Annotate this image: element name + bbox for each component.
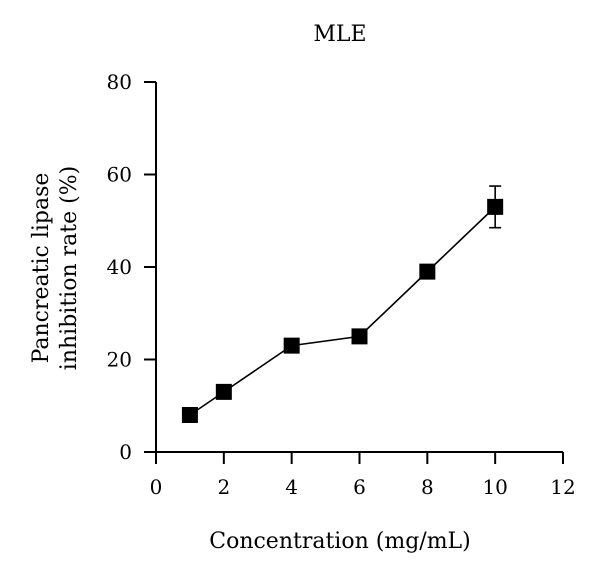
plot-area [181,185,504,423]
x-tick-label-1: 2 [217,475,230,499]
x-tick-label-4: 8 [421,475,434,499]
data-point-1 [215,383,232,400]
y-tick-label-2: 40 [107,255,132,279]
series-line-0 [189,206,496,416]
data-point-2 [283,337,300,354]
data-point-5 [487,198,504,215]
x-tick-label-3: 6 [353,475,366,499]
y-ticks: 0 20 40 60 80 [107,70,156,464]
data-point-4 [419,263,436,280]
x-tick-label-0: 0 [150,475,163,499]
y-tick-label-3: 60 [107,163,132,187]
y-axis-label-line-2: inhibition rate (%) [57,166,82,370]
y-tick-label-1: 20 [107,348,132,372]
x-ticks: 0 2 4 6 8 10 12 [150,452,576,499]
chart-title: MLE [313,22,366,47]
data-point-0 [181,407,198,423]
y-tick-label-4: 80 [107,70,132,94]
x-axis-label: Concentration (mg/mL) [209,529,471,554]
y-axis-label: Pancreatic lipase inhibition rate (%) [29,166,82,370]
x-tick-label-5: 10 [482,475,507,499]
y-tick-label-0: 0 [119,440,132,464]
y-axis-label-line-1: Pancreatic lipase [29,173,54,364]
data-point-3 [351,328,368,345]
x-tick-label-2: 4 [285,475,298,499]
x-tick-label-6: 12 [550,475,575,499]
